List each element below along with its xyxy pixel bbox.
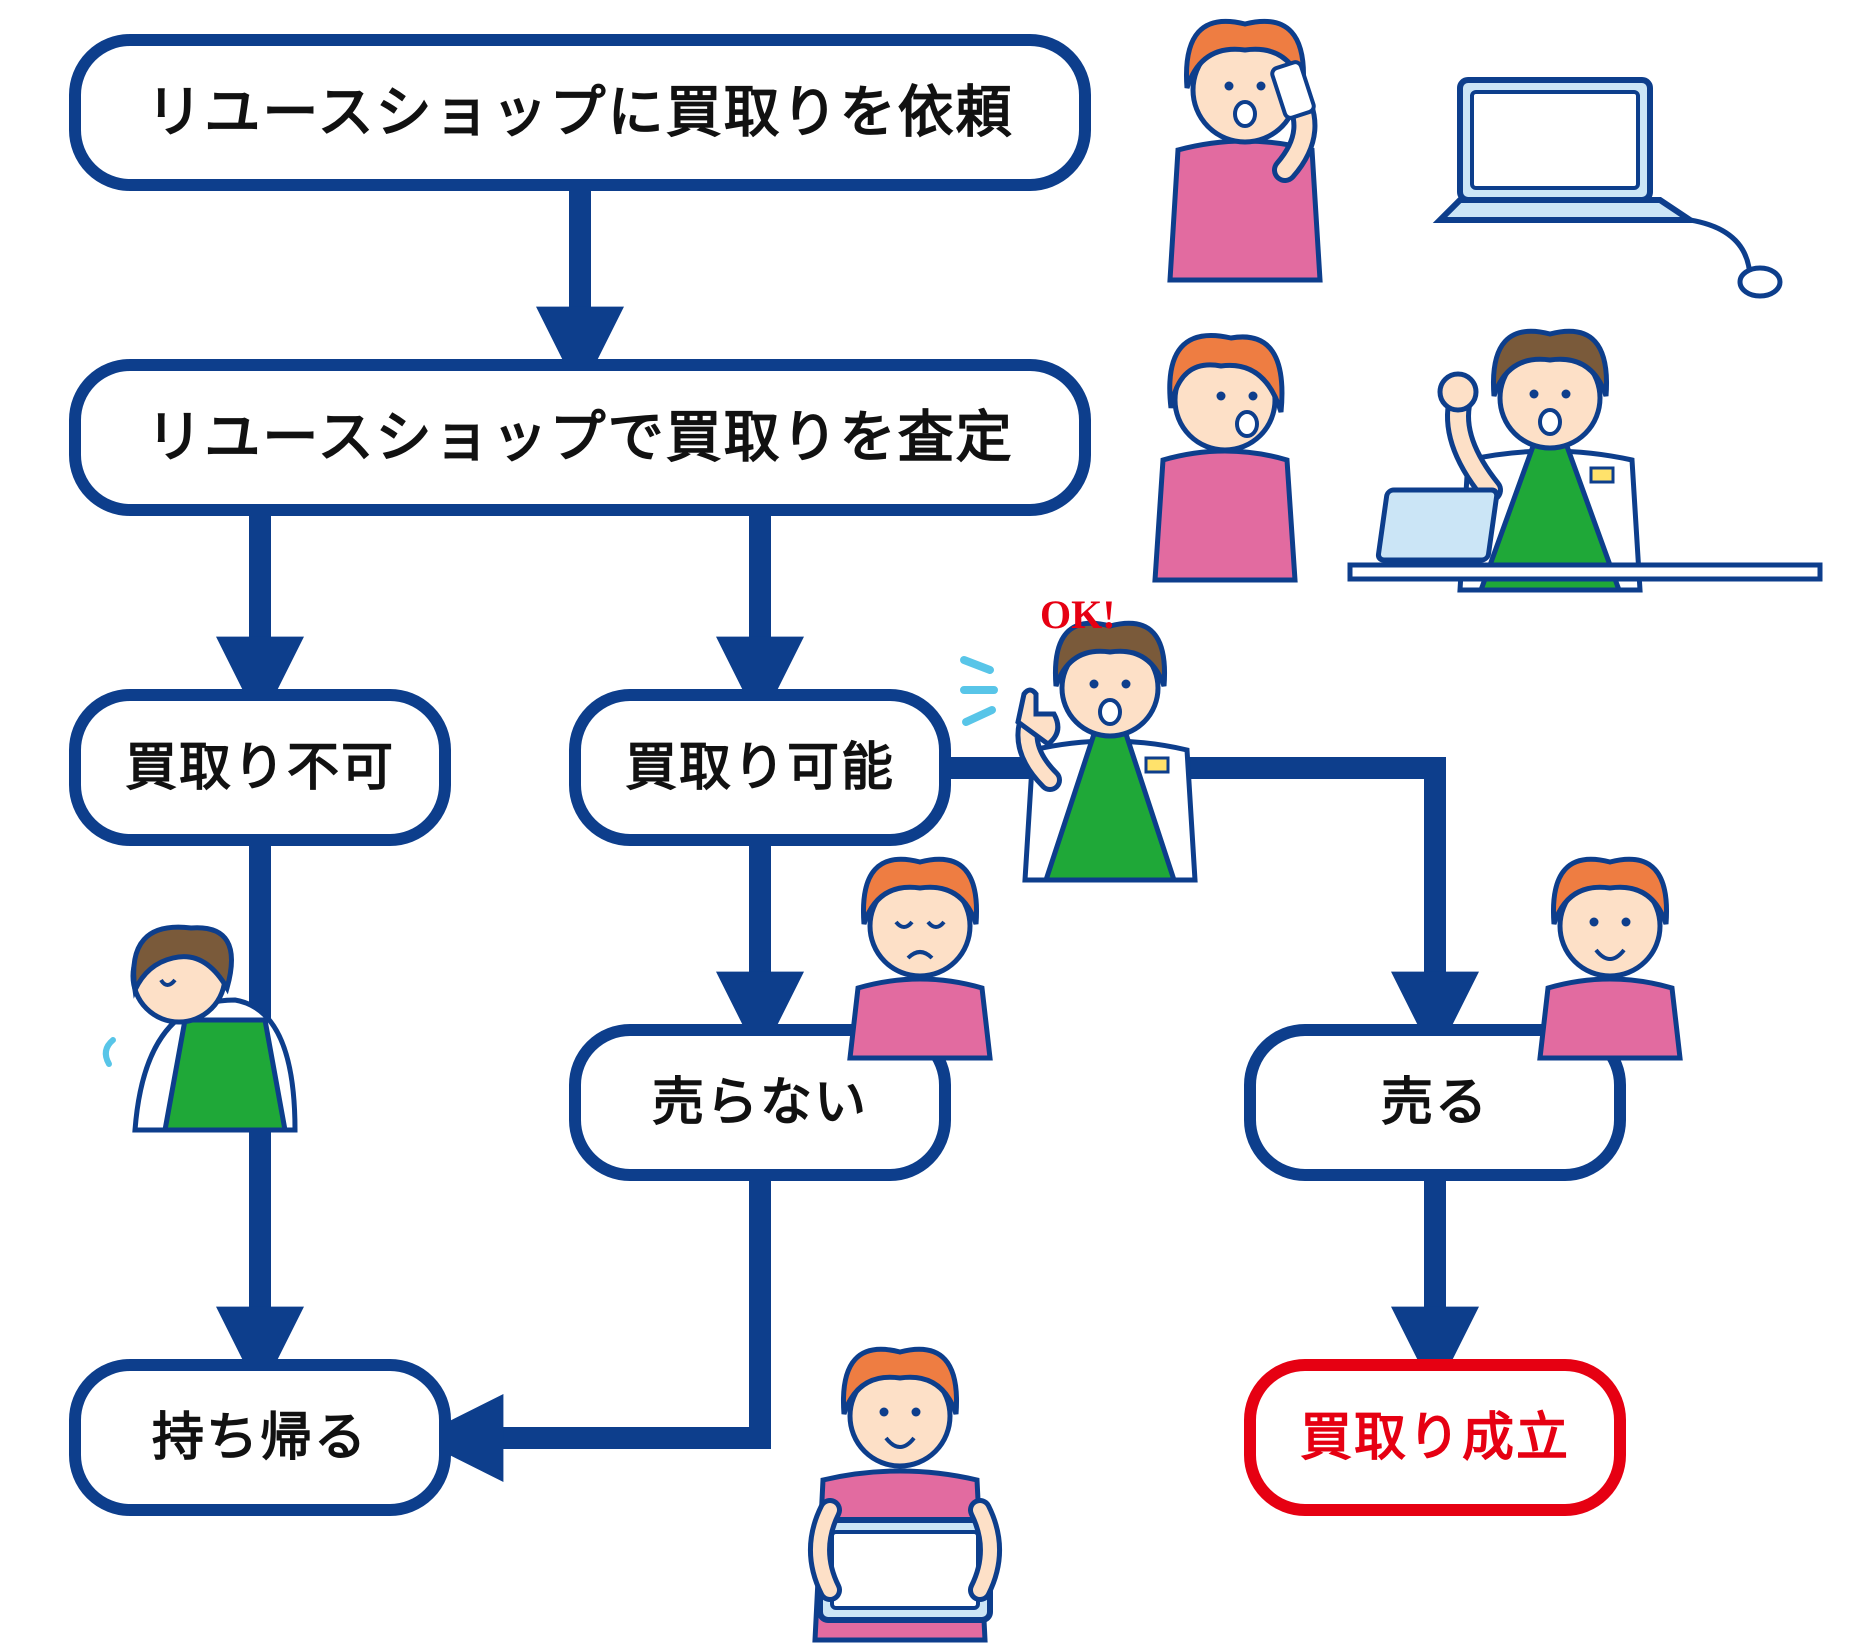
illustration-clerk-counter (1350, 331, 1820, 590)
illustration-woman-laptop (815, 1349, 990, 1640)
node-label-n4: 買取り可能 (625, 739, 895, 797)
node-n4: 買取り可能 (575, 695, 945, 840)
illustration-woman-happy (1540, 859, 1680, 1058)
node-n2: リユースショップで買取りを査定 (75, 365, 1085, 510)
node-label-n7: 持ち帰る (152, 1409, 368, 1467)
node-label-n8: 買取り成立 (1300, 1409, 1570, 1467)
node-label-n1: リユースショップに買取りを依頼 (146, 80, 1013, 143)
node-label-n2: リユースショップで買取りを査定 (146, 405, 1013, 468)
node-label-n3: 買取り不可 (125, 739, 395, 797)
node-n3: 買取り不可 (75, 695, 445, 840)
illustration-woman-uncertain (850, 859, 990, 1058)
ok-label: OK! (1040, 592, 1116, 637)
illustration-laptop-1 (1440, 80, 1780, 296)
node-n7: 持ち帰る (75, 1365, 445, 1510)
illustration-clerk-ok: OK! (964, 592, 1195, 880)
node-n8: 買取り成立 (1250, 1365, 1620, 1510)
node-label-n5: 売らない (652, 1074, 868, 1132)
flowchart: リユースショップに買取りを依頼リユースショップで買取りを査定買取り不可 買取り可能… (0, 0, 1851, 1646)
node-n1: リユースショップに買取りを依頼 (75, 40, 1085, 185)
node-label-n6: 売る (1381, 1074, 1489, 1132)
illustration-woman-customer (1155, 335, 1295, 580)
edge-n5-n7 (455, 1175, 760, 1438)
illustration-woman-phone (1170, 21, 1320, 280)
